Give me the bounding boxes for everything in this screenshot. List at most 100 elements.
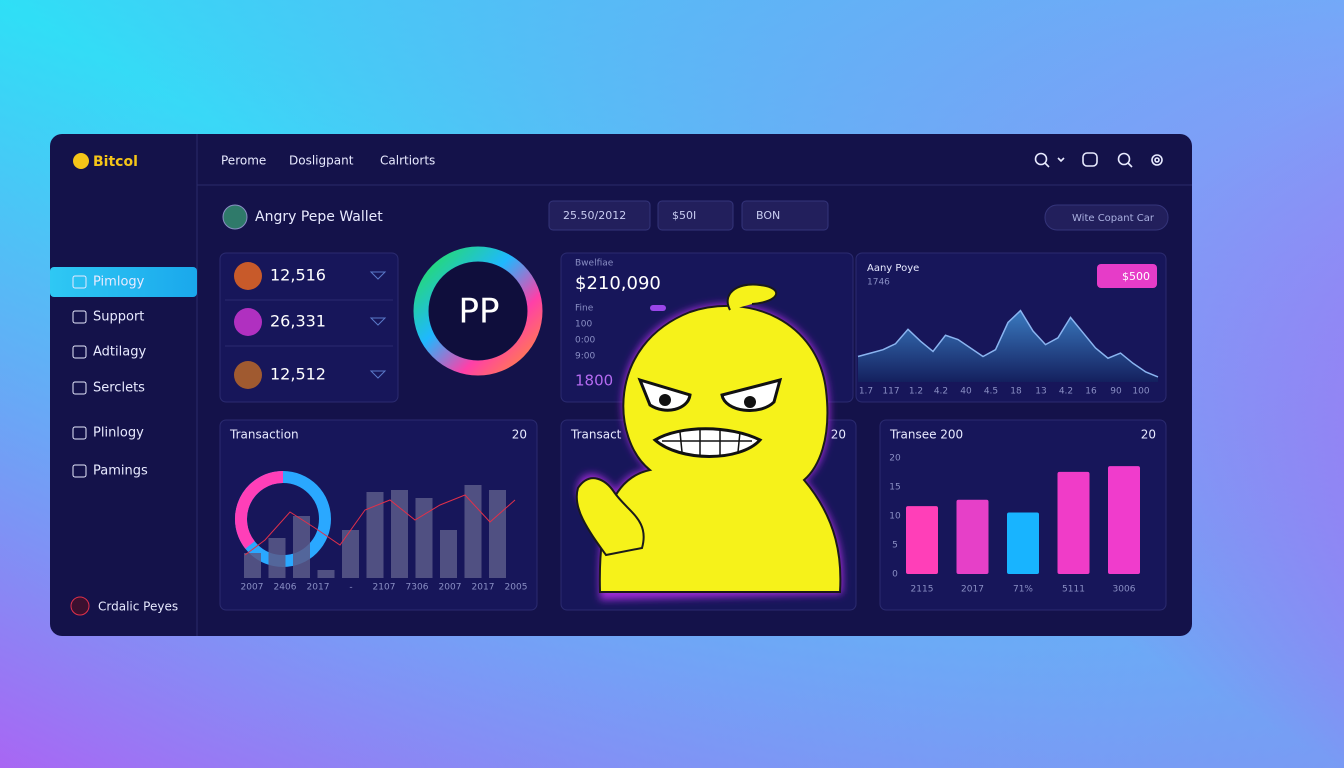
sidebar-item[interactable]: Adtilagy (93, 345, 146, 360)
holding-value: 12,516 (270, 266, 326, 285)
balance-total: 1800 (575, 372, 613, 390)
x-label: 2007 (439, 583, 462, 593)
transaction-title: Transaction (229, 428, 299, 442)
bar (391, 490, 408, 578)
trend-x-label: 18 (1010, 387, 1022, 397)
search-icon[interactable] (1034, 152, 1048, 166)
sidebar-icon (72, 381, 87, 395)
y-tick-label: 15 (889, 483, 900, 493)
filter-button[interactable] (548, 200, 651, 231)
nav-link[interactable]: Dosligpant (289, 154, 354, 168)
x-label: 3006 (1113, 585, 1136, 595)
transaction-count: 20 (512, 428, 527, 442)
action-button[interactable] (1044, 204, 1169, 231)
trend-x-label: 4.2 (934, 387, 948, 397)
x-label: 2406 (274, 583, 297, 593)
trend-button[interactable] (1097, 264, 1157, 288)
y-tick-label: 0 (892, 570, 898, 580)
notification-icon[interactable] (1082, 152, 1098, 167)
bar (244, 553, 261, 578)
bar (366, 492, 384, 578)
filter-button[interactable] (657, 200, 734, 231)
bar (293, 516, 310, 578)
brand: Bitcol (93, 154, 138, 170)
x-label: 7306 (406, 583, 429, 593)
bar (440, 530, 457, 578)
balance-row: 9:00 (575, 352, 595, 362)
balance-row: 100 (575, 320, 592, 330)
search-icon-2[interactable] (1117, 152, 1131, 166)
holding-toggle[interactable] (369, 370, 387, 379)
sidebar-item[interactable]: Pamings (93, 464, 148, 479)
filter-label: $50I (672, 209, 696, 222)
trend-x-label: 117 (882, 387, 899, 397)
footer-avatar (70, 596, 90, 616)
filter-label: 25.50/2012 (563, 209, 626, 222)
bar (956, 499, 989, 574)
holding-avatar (234, 361, 262, 389)
bar (489, 490, 506, 578)
trend-area (858, 310, 1158, 382)
wallet-title: Angry Pepe Wallet (255, 209, 383, 225)
settings-icon[interactable] (1151, 154, 1163, 166)
sidebar-item[interactable]: Serclets (93, 381, 145, 396)
ring-label: PP (458, 292, 499, 332)
y-tick-label: 5 (892, 541, 898, 551)
dropdown-icon[interactable] (1057, 157, 1065, 163)
trend-x-label: 4.2 (1059, 387, 1073, 397)
transaction-count: 20 (1141, 428, 1156, 442)
holding-value: 26,331 (270, 312, 326, 331)
filter-button[interactable] (741, 200, 829, 231)
bar (342, 530, 359, 578)
bar (317, 570, 335, 578)
trend-x-label: 4.5 (984, 387, 998, 397)
balance-row: Fine (575, 304, 594, 314)
transaction-title: Transact (570, 428, 622, 442)
sidebar-active (50, 267, 197, 297)
holding-avatar (234, 262, 262, 290)
trend-x-label: 1.7 (859, 387, 873, 397)
sidebar-item[interactable]: Pimlogy (93, 275, 145, 290)
x-label: 2007 (241, 583, 264, 593)
balance-label: Bwelfiae (575, 259, 614, 269)
trend-x-label: 16 (1085, 387, 1097, 397)
x-label: 5111 (1062, 585, 1085, 595)
y-tick-label: 10 (889, 512, 901, 522)
trend-x-label: 1.2 (909, 387, 923, 397)
trend-x-label: 100 (1132, 387, 1149, 397)
holding-toggle[interactable] (369, 271, 387, 280)
wallet-avatar (222, 204, 248, 230)
trend-x-label: 40 (960, 387, 972, 397)
x-label: 2017 (961, 585, 984, 595)
header-icons (1034, 152, 1163, 168)
trend-title: Aany Poye (867, 263, 919, 274)
action-label: Wite Copant Car (1072, 213, 1155, 224)
sidebar-icon (72, 426, 87, 440)
trend-line (857, 309, 1159, 378)
sidebar-footer: Crdalic Peyes (98, 600, 178, 614)
trend-x-label: 13 (1035, 387, 1046, 397)
bar (906, 506, 938, 574)
holding-toggle[interactable] (369, 317, 387, 326)
balance-amount: $210,090 (575, 273, 661, 294)
sidebar-item[interactable]: Support (93, 310, 144, 325)
x-label: 2017 (307, 583, 330, 593)
x-label: - (349, 583, 352, 593)
sidebar-item[interactable]: Plinlogy (93, 426, 144, 441)
brand-logo (73, 153, 89, 169)
ring (413, 246, 543, 376)
bar (464, 485, 482, 578)
bar (268, 538, 286, 578)
bar (415, 498, 433, 578)
holding-avatar (234, 308, 262, 336)
bar (1007, 512, 1039, 574)
nav-link[interactable]: Perome (221, 154, 266, 168)
x-label: 2017 (472, 583, 495, 593)
sidebar-icon (72, 345, 87, 359)
nav-link[interactable]: Calrtiorts (380, 154, 435, 168)
transaction-ring-segment (235, 471, 284, 549)
bar (1057, 471, 1090, 574)
x-label: 2115 (911, 585, 934, 595)
